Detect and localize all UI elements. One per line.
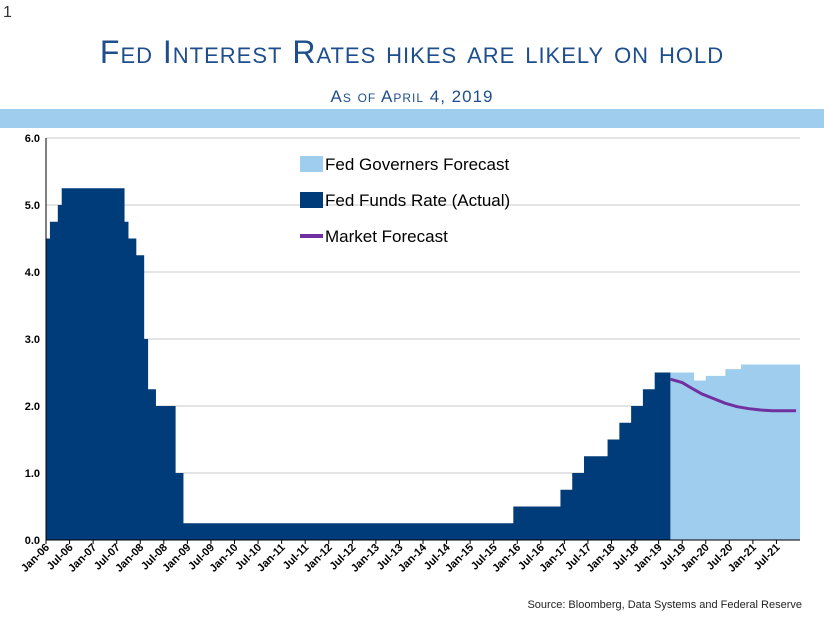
- header-band: [0, 109, 824, 128]
- page-title: Fed Interest Rates hikes are likely on h…: [99, 34, 725, 70]
- x-tick-label-31: Jul-21: [752, 542, 783, 573]
- legend-label-1: Fed Funds Rate (Actual): [325, 191, 510, 210]
- y-tick-label-4: 4.0: [25, 267, 40, 279]
- y-tick-label-2: 2.0: [25, 401, 40, 413]
- fed-funds-actual-area: [46, 188, 671, 540]
- legend-label-2: Market Forecast: [325, 227, 448, 246]
- page-subtitle: As of April 4, 2019: [330, 87, 494, 106]
- legend-swatch-governors: [300, 156, 323, 172]
- y-tick-label-5: 5.0: [25, 200, 40, 212]
- y-tick-label-1: 1.0: [25, 468, 40, 480]
- slide-number: 1: [3, 4, 12, 21]
- governors-forecast-area: [670, 364, 800, 540]
- y-tick-label-0: 0.0: [25, 535, 40, 547]
- legend-swatch-actual: [300, 192, 323, 208]
- y-tick-label-3: 3.0: [25, 334, 40, 346]
- market-forecast-line: [669, 377, 797, 413]
- source-note: Source: Bloomberg, Data Systems and Fede…: [527, 599, 802, 611]
- fed-rates-chart: 0.01.02.03.04.05.06.0Jan-06Jul-06Jan-07J…: [19, 133, 800, 575]
- y-tick-label-6: 6.0: [25, 133, 40, 145]
- chart-legend: Fed Governers Forecast Fed Funds Rate (Ac…: [300, 155, 510, 246]
- legend-label-0: Fed Governers Forecast: [325, 155, 510, 174]
